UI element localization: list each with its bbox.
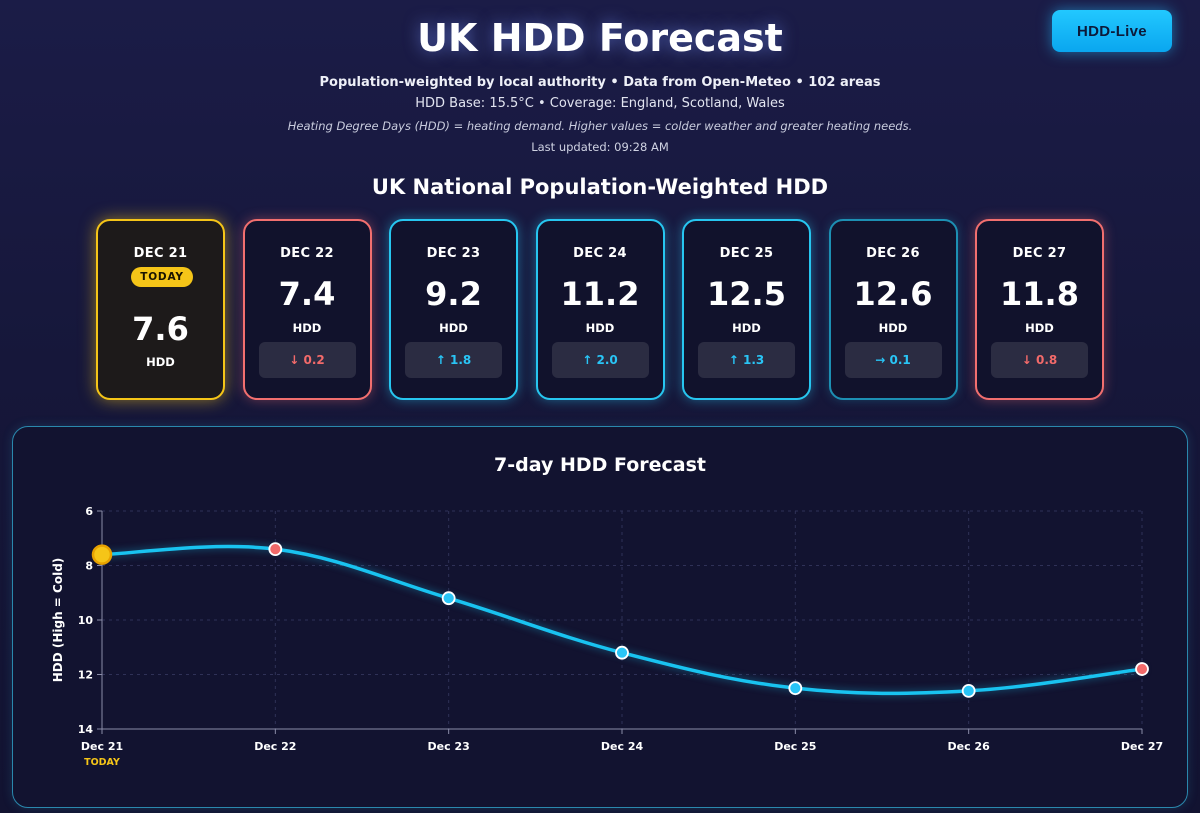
page-title: UK HDD Forecast xyxy=(417,16,783,60)
card-change: ↑ 2.0 xyxy=(551,342,649,378)
today-badge: TODAY xyxy=(131,267,193,287)
forecast-card-dec-27: DEC 27 11.8 HDD ↓ 0.8 xyxy=(975,219,1104,400)
card-value: 9.2 xyxy=(425,275,482,313)
chart-title: 7-day HDD Forecast xyxy=(494,454,706,476)
card-date: DEC 24 xyxy=(573,246,627,261)
y-tick-label: 14 xyxy=(78,723,94,736)
x-tick-label: Dec 21 xyxy=(81,740,123,753)
data-point-dec-25 xyxy=(788,681,803,696)
card-change: ↑ 1.3 xyxy=(698,342,795,378)
data-point-today xyxy=(91,544,113,565)
card-unit: HDD xyxy=(439,321,468,335)
forecast-cards: DEC 21 TODAY 7.6 HDD DEC 22 7.4 HDD ↓ 0.… xyxy=(96,219,1106,400)
y-tick-label: 8 xyxy=(85,560,93,573)
subtitle-sources: Population-weighted by local authority •… xyxy=(319,75,881,90)
card-change: ↑ 1.8 xyxy=(405,342,502,378)
card-unit: HDD xyxy=(585,321,615,335)
x-tick-label: Dec 26 xyxy=(948,740,991,753)
hdd-explanation-note: Heating Degree Days (HDD) = heating dema… xyxy=(287,119,913,133)
x-tick-label: Dec 23 xyxy=(428,740,470,753)
x-tick-label: Dec 25 xyxy=(774,740,816,753)
x-today-label: TODAY xyxy=(84,757,120,768)
forecast-card-dec-23: DEC 23 9.2 HDD ↑ 1.8 xyxy=(389,219,518,400)
card-value: 7.4 xyxy=(278,275,336,313)
card-value: 7.6 xyxy=(132,310,189,348)
card-unit: HDD xyxy=(292,321,322,335)
section-title: UK National Population-Weighted HDD xyxy=(371,175,829,199)
data-point-dec-23 xyxy=(441,591,456,606)
x-tick-label: Dec 27 xyxy=(1121,740,1163,753)
forecast-card-dec-24: DEC 24 11.2 HDD ↑ 2.0 xyxy=(535,219,665,400)
card-value: 11.2 xyxy=(560,275,640,313)
forecast-chart-panel: 7-day HDD Forecast 6 8 10 12 14 HDD (High = C… xyxy=(12,426,1188,808)
card-unit: HDD xyxy=(1025,321,1054,335)
card-unit: HDD xyxy=(146,355,175,369)
card-date: DEC 25 xyxy=(719,246,774,261)
x-tick-label: Dec 24 xyxy=(601,740,644,753)
card-date: DEC 27 xyxy=(1012,246,1067,261)
forecast-card-dec-21: DEC 21 TODAY 7.6 HDD xyxy=(96,219,225,400)
card-unit: HDD xyxy=(878,321,908,335)
hdd-live-button[interactable]: HDD-Live xyxy=(1052,10,1172,52)
card-value: 12.6 xyxy=(853,275,933,313)
card-date: DEC 26 xyxy=(866,246,920,261)
y-tick-label: 10 xyxy=(78,614,94,627)
card-change: ↓ 0.2 xyxy=(258,342,356,378)
data-point-dec-26 xyxy=(961,683,976,698)
hdd-line-chart: 6 8 10 12 14 HDD (High = Cold) Dec 21 Dec 22 Dec… xyxy=(51,505,1163,768)
forecast-card-dec-22: DEC 22 7.4 HDD ↓ 0.2 xyxy=(242,219,372,400)
card-value: 12.5 xyxy=(707,275,786,313)
card-change: → 0.1 xyxy=(844,342,942,378)
forecast-card-dec-26: DEC 26 12.6 HDD → 0.1 xyxy=(828,219,958,400)
y-tick-label: 6 xyxy=(85,505,93,518)
data-point-dec-24 xyxy=(615,645,629,660)
card-change: ↓ 0.8 xyxy=(991,342,1088,378)
y-axis-label: HDD (High = Cold) xyxy=(51,558,65,683)
card-date: DEC 22 xyxy=(280,246,334,261)
data-point-dec-22 xyxy=(268,542,283,557)
y-tick-label: 12 xyxy=(78,669,93,682)
forecast-card-dec-25: DEC 25 12.5 HDD ↑ 1.3 xyxy=(682,219,811,400)
card-unit: HDD xyxy=(732,321,761,335)
data-point-dec-27 xyxy=(1135,662,1149,676)
x-tick-label: Dec 22 xyxy=(254,740,296,753)
subtitle-coverage: HDD Base: 15.5°C • Coverage: England, Sc… xyxy=(415,96,785,111)
card-date: DEC 23 xyxy=(426,246,481,261)
card-value: 11.8 xyxy=(1000,275,1079,313)
last-updated-text: Last updated: 09:28 AM xyxy=(531,140,669,154)
card-date: DEC 21 xyxy=(133,246,188,261)
